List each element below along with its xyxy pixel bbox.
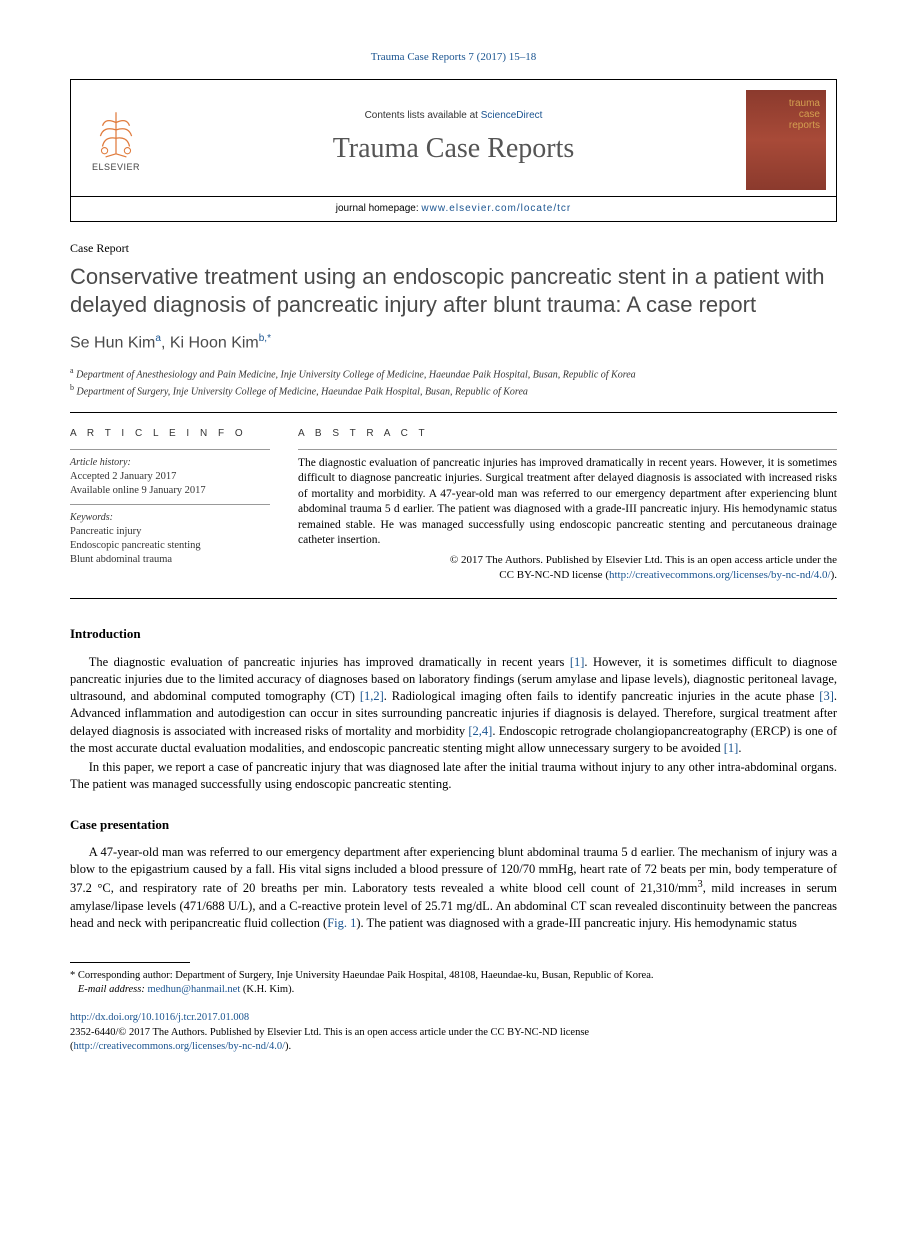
- header-center: Contents lists available at ScienceDirec…: [161, 109, 746, 172]
- abstract-column: A B S T R A C T The diagnostic evaluatio…: [298, 427, 837, 583]
- info-abstract-row: A R T I C L E I N F O Article history: A…: [70, 427, 837, 600]
- keyword-1: Pancreatic injury: [70, 525, 270, 539]
- cc-license-link-footer[interactable]: http://creativecommons.org/licenses/by-n…: [74, 1041, 286, 1052]
- author-2-affiliation-marker: b,: [259, 333, 267, 344]
- aff-a-text: Department of Anesthesiology and Pain Me…: [74, 369, 636, 380]
- ref-link-3[interactable]: [3]: [819, 689, 834, 703]
- divider: [70, 449, 270, 450]
- issn-line-a: 2352-6440/© 2017 The Authors. Published …: [70, 1027, 589, 1038]
- cover-line-1: trauma: [789, 98, 820, 109]
- keyword-3: Blunt abdominal trauma: [70, 553, 270, 567]
- journal-name: Trauma Case Reports: [161, 129, 746, 168]
- abstract-heading: A B S T R A C T: [298, 427, 837, 441]
- cover-title-text: trauma case reports: [789, 98, 820, 131]
- journal-cover-thumbnail: trauma case reports: [746, 90, 826, 190]
- text-run: . Radiological imaging often fails to id…: [384, 689, 820, 703]
- copyright-line-2-suffix: ).: [831, 569, 837, 581]
- running-head: Trauma Case Reports 7 (2017) 15–18: [70, 50, 837, 65]
- author-1-affiliation-marker: a: [155, 333, 161, 344]
- ref-link-1b[interactable]: [1]: [724, 741, 739, 755]
- corresponding-author-marker: *: [267, 333, 271, 344]
- email-label: E-mail address:: [78, 984, 148, 995]
- affiliation-b: b Department of Surgery, Inje University…: [70, 382, 837, 399]
- homepage-link[interactable]: www.elsevier.com/locate/tcr: [421, 203, 571, 214]
- divider: [70, 504, 270, 505]
- figure-1-link[interactable]: Fig. 1: [327, 916, 356, 930]
- page: Trauma Case Reports 7 (2017) 15–18 ELSEV…: [0, 0, 907, 1094]
- corresponding-author-footnote: * Corresponding author: Department of Su…: [70, 969, 837, 997]
- case-paragraph-1: A 47-year-old man was referred to our em…: [70, 844, 837, 932]
- intro-paragraph-2: In this paper, we report a case of pancr…: [70, 759, 837, 794]
- homepage-line: journal homepage: www.elsevier.com/locat…: [71, 196, 836, 221]
- accepted-date: Accepted 2 January 2017: [70, 470, 270, 484]
- cover-line-2: case: [799, 109, 820, 120]
- abstract-copyright: © 2017 The Authors. Published by Elsevie…: [298, 553, 837, 583]
- cover-line-3: reports: [789, 120, 820, 131]
- issn-line-b-suffix: ).: [285, 1041, 291, 1052]
- contents-prefix: Contents lists available at: [365, 110, 481, 121]
- corr-text: Corresponding author: Department of Surg…: [75, 970, 653, 981]
- article-history-label: Article history:: [70, 456, 270, 470]
- ref-link-2-4[interactable]: [2,4]: [468, 724, 492, 738]
- publisher-brand-text: ELSEVIER: [81, 161, 151, 174]
- doi-link[interactable]: http://dx.doi.org/10.1016/j.tcr.2017.01.…: [70, 1012, 249, 1023]
- ref-link-1-2[interactable]: [1,2]: [360, 689, 384, 703]
- publisher-logo: ELSEVIER: [71, 107, 161, 174]
- homepage-prefix: journal homepage:: [336, 203, 422, 214]
- sciencedirect-link[interactable]: ScienceDirect: [481, 110, 543, 121]
- text-run: ). The patient was diagnosed with a grad…: [356, 916, 797, 930]
- aff-b-text: Department of Surgery, Inje University C…: [74, 387, 528, 398]
- text-run: .: [738, 741, 741, 755]
- contents-available-line: Contents lists available at ScienceDirec…: [161, 109, 746, 123]
- header-top-row: ELSEVIER Contents lists available at Sci…: [71, 80, 836, 196]
- ref-link-1[interactable]: [1]: [570, 655, 585, 669]
- email-suffix: (K.H. Kim).: [240, 984, 294, 995]
- author-1-name: Se Hun Kim: [70, 335, 155, 352]
- cc-license-link[interactable]: http://creativecommons.org/licenses/by-n…: [609, 569, 831, 581]
- divider: [298, 449, 837, 450]
- footnote-separator: [70, 962, 190, 963]
- affiliation-a: a Department of Anesthesiology and Pain …: [70, 365, 837, 382]
- copyright-line-1: © 2017 The Authors. Published by Elsevie…: [450, 554, 837, 566]
- article-title: Conservative treatment using an endoscop…: [70, 263, 837, 318]
- text-run: The diagnostic evaluation of pancreatic …: [89, 655, 570, 669]
- abstract-text: The diagnostic evaluation of pancreatic …: [298, 456, 837, 549]
- article-type: Case Report: [70, 240, 837, 257]
- authors-line: Se Hun Kima, Ki Hoon Kimb,*: [70, 332, 837, 355]
- author-2-name: Ki Hoon Kim: [170, 335, 259, 352]
- corresponding-email-link[interactable]: medhun@hanmail.net: [147, 984, 240, 995]
- online-date: Available online 9 January 2017: [70, 484, 270, 498]
- article-info-column: A R T I C L E I N F O Article history: A…: [70, 427, 270, 583]
- keywords-label: Keywords:: [70, 511, 270, 525]
- intro-paragraph-1: The diagnostic evaluation of pancreatic …: [70, 654, 837, 758]
- keyword-2: Endoscopic pancreatic stenting: [70, 539, 270, 553]
- doi-block: http://dx.doi.org/10.1016/j.tcr.2017.01.…: [70, 1011, 837, 1054]
- journal-header: ELSEVIER Contents lists available at Sci…: [70, 79, 837, 222]
- elsevier-tree-icon: [90, 107, 142, 159]
- affiliations-block: a Department of Anesthesiology and Pain …: [70, 365, 837, 413]
- copyright-line-2-prefix: CC BY-NC-ND license (: [499, 569, 609, 581]
- case-presentation-heading: Case presentation: [70, 816, 837, 834]
- article-info-heading: A R T I C L E I N F O: [70, 427, 270, 441]
- introduction-heading: Introduction: [70, 625, 837, 643]
